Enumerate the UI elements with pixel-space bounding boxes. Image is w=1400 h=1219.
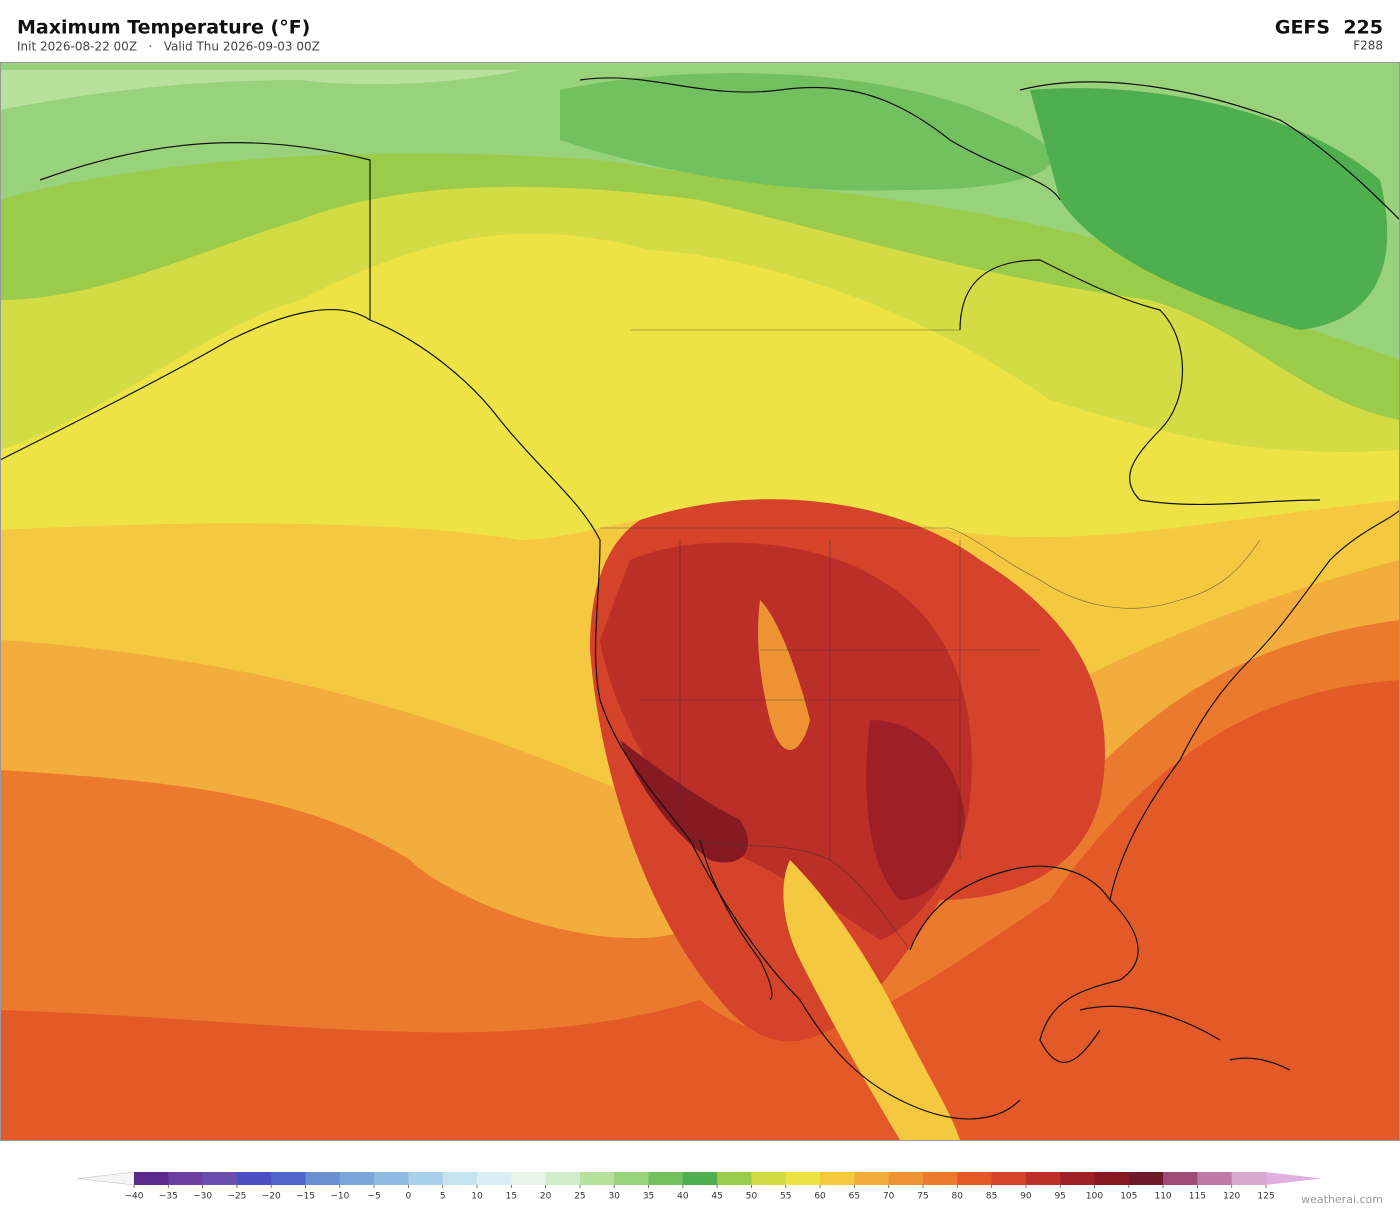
colorbar-swatch <box>991 1172 1027 1185</box>
colorbar-swatch <box>751 1172 787 1185</box>
colorbar-swatch <box>682 1172 718 1185</box>
colorbar-swatch <box>339 1172 375 1185</box>
forecast-hour: F288 <box>1353 39 1383 53</box>
colorbar-swatch <box>717 1172 752 1185</box>
colorbar-swatch <box>271 1172 307 1185</box>
title: Maximum Temperature (°F) <box>17 17 310 39</box>
borders <box>369 160 1261 951</box>
colorbar-tick-label: −40 <box>125 1192 144 1202</box>
colorbar-swatch <box>1128 1172 1164 1185</box>
colorbar-swatch <box>477 1172 512 1185</box>
colorbar-swatch <box>1094 1172 1130 1185</box>
colorbar-swatch <box>1197 1172 1233 1185</box>
colorbar-swatch <box>168 1172 204 1185</box>
field <box>0 70 520 110</box>
colorbar: −40 −35 −30 −25 −20 −15 −10 −5 0 5 10 15 20 25 30 35 40 4… <box>77 1171 1322 1202</box>
colorbar-tick-label: −35 <box>159 1192 178 1202</box>
colorbar-tick-label: 40 <box>677 1192 689 1202</box>
colorbar-swatch <box>957 1172 993 1185</box>
colorbar-tick-label: 0 <box>406 1192 412 1202</box>
colorbar-tick-label: −30 <box>193 1192 212 1202</box>
colorbar-tick-label: −5 <box>367 1192 380 1202</box>
colorbar-tick-label: 15 <box>506 1192 517 1202</box>
field <box>1030 88 1388 330</box>
colorbar-swatch <box>408 1172 444 1185</box>
colorbar-swatch <box>614 1172 650 1185</box>
colorbar-tick-label: 70 <box>883 1192 895 1202</box>
map <box>0 62 1400 1141</box>
colorbar-tick-label: 25 <box>574 1192 585 1202</box>
colorbar-tick-label: 105 <box>1120 1192 1137 1202</box>
colorbar-tick-label: 90 <box>1020 1192 1032 1202</box>
subtitle: Init 2026-08-22 00Z · Valid Thu 2026-09-… <box>17 40 320 54</box>
colorbar-tick-label: −20 <box>262 1192 281 1202</box>
colorbar-swatch <box>579 1172 615 1185</box>
colorbar-tick-label: 110 <box>1154 1192 1171 1202</box>
colorbar-tick-label: −25 <box>227 1192 246 1202</box>
colorbar-swatch <box>442 1172 478 1185</box>
colorbar-tick-label: 30 <box>609 1192 621 1202</box>
colorbar-tick-label: 5 <box>440 1192 446 1202</box>
colorbar-swatch <box>785 1172 821 1185</box>
colorbar-swatch <box>202 1172 238 1185</box>
colorbar-tick-label: 115 <box>1189 1192 1206 1202</box>
colorbar-tick-label: 45 <box>711 1192 722 1202</box>
colorbar-swatch <box>236 1172 272 1185</box>
field <box>783 860 960 1140</box>
colorbar-swatch <box>820 1172 855 1185</box>
colorbar-tick-label: 65 <box>849 1192 860 1202</box>
colorbar-tick-label: 125 <box>1257 1192 1274 1202</box>
colorbar-tick-label: 10 <box>471 1192 483 1202</box>
colorbar-swatch <box>1060 1172 1095 1185</box>
colorbar-tick-label: 60 <box>814 1192 826 1202</box>
colorbar-tick-label: 50 <box>746 1192 758 1202</box>
colorbar-tick-label: −10 <box>330 1192 349 1202</box>
field <box>758 600 810 750</box>
colorbar-tick-label: 95 <box>1054 1192 1065 1202</box>
field <box>866 720 965 900</box>
colorbar-tick-label: 35 <box>643 1192 654 1202</box>
colorbar-under <box>77 1171 135 1186</box>
field <box>620 740 749 863</box>
field <box>560 73 1053 191</box>
colorbar-swatch <box>854 1172 890 1185</box>
colorbar-swatch <box>648 1172 684 1185</box>
colorbar-tick-label: 75 <box>917 1192 928 1202</box>
colorbar-swatch <box>511 1172 547 1185</box>
colorbar-over <box>1266 1172 1322 1185</box>
colorbar-swatch <box>1231 1172 1267 1185</box>
colorbar-swatch <box>1025 1172 1061 1185</box>
colorbar-tick-label: 100 <box>1086 1192 1103 1202</box>
colorbar-tick-label: 120 <box>1223 1192 1240 1202</box>
colorbar-tick-label: 55 <box>780 1192 791 1202</box>
colorbar-swatch <box>305 1172 341 1185</box>
colorbar-tick-label: 85 <box>986 1192 997 1202</box>
colorbar-swatch <box>374 1172 409 1185</box>
colorbar-tick-label: −15 <box>296 1192 315 1202</box>
colorbar-swatch <box>922 1172 958 1185</box>
colorbar-swatch <box>1163 1172 1198 1185</box>
colorbar-swatch <box>545 1172 581 1185</box>
colorbar-tick-label: 80 <box>952 1192 964 1202</box>
colorbar-swatch <box>888 1172 924 1185</box>
colorbar-swatch <box>134 1172 169 1185</box>
colorbar-tick-label: 20 <box>540 1192 552 1202</box>
credit: weatherai.com <box>1301 1193 1383 1206</box>
model: GEFS 225 <box>1275 17 1383 39</box>
